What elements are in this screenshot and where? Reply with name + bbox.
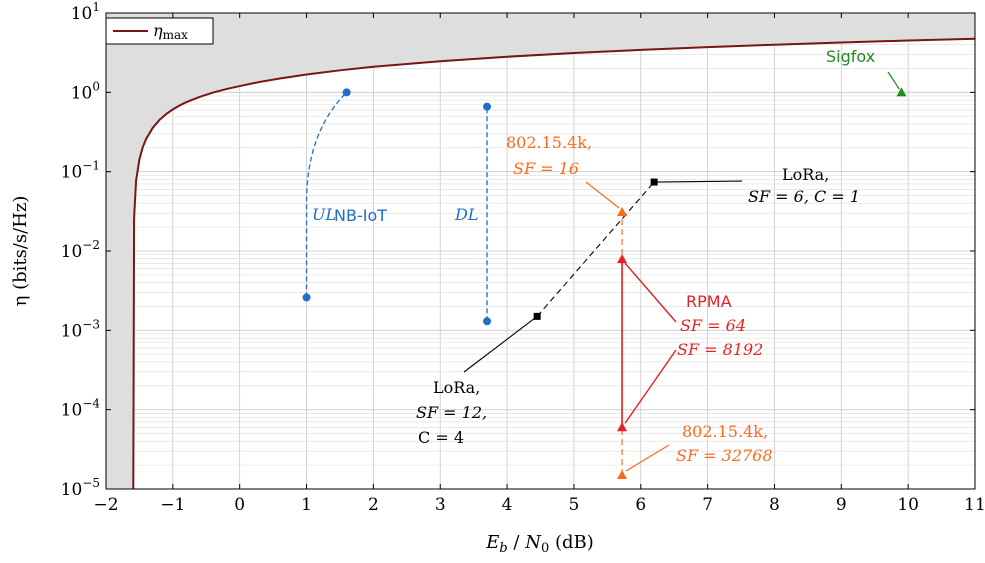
series-layer (132, 37, 976, 490)
sigfox-leader (887, 71, 900, 90)
sigfox-point (896, 87, 907, 97)
y-tick-label: 101 (71, 0, 100, 24)
annotation-ieee-bot-1: 802.15.4k, (682, 422, 768, 441)
annotation-ieee-bot-2: SF = 32768 (676, 446, 773, 465)
y-tick-label: 100 (71, 79, 100, 103)
x-tick-label: −2 (93, 495, 118, 515)
annotation-rpma-2: SF = 64 (680, 316, 746, 335)
x-tick-label: 8 (769, 495, 780, 515)
nbiot-ul-line (305, 91, 348, 298)
y-axis-title: η (bits/s/Hz) (10, 196, 31, 307)
annotation-sigfox: Sigfox (826, 47, 875, 66)
annotation-nbiot: NB-IoT (334, 206, 387, 225)
ieee-point (617, 207, 628, 217)
lora-bottom-leader (463, 315, 538, 373)
annotation-lora-top-2: SF = 6, C = 1 (748, 187, 860, 206)
lora-top-leader (654, 180, 743, 183)
nbiot-ul-point (302, 293, 311, 302)
x-tick-label: 2 (368, 495, 379, 515)
annotation-dl: DL (454, 205, 478, 224)
x-tick-label: 1 (301, 495, 312, 515)
x-tick-label: 6 (635, 495, 646, 515)
rpma-point (617, 422, 628, 432)
annotation-rpma-1: RPMA (686, 292, 732, 311)
rpma-bottom-leader (624, 349, 677, 424)
y-tick-label: 10−3 (61, 317, 100, 341)
annotation-ieee-top-1: 802.15.4k, (506, 133, 592, 152)
annotation-rpma-3: SF = 8192 (677, 340, 763, 359)
ieee-top-leader (585, 181, 620, 209)
nbiot-dl-point (483, 102, 492, 111)
lora-point (533, 312, 541, 320)
x-tick-label: −1 (160, 495, 185, 515)
ticks-layer: −2 −1 0 1 2 3 4 5 6 7 8 9 10 11 101 100 10−1 10−2 10−3 10−4… (61, 0, 985, 515)
annotation-lora-bot-3: C = 4 (418, 428, 464, 447)
x-tick-label: 5 (569, 495, 580, 515)
x-tick-label: 7 (702, 495, 713, 515)
y-tick-label: 10−2 (61, 238, 100, 262)
annotation-lora-top-1: LoRa, (782, 165, 829, 184)
annotation-lora-bot-2: SF = 12, (416, 403, 487, 422)
annotation-layer: NB-IoT UL DL Sigfox LoRa, SF = 6, C = 1 … (312, 47, 875, 465)
lora-line (536, 181, 655, 317)
y-tick-label: 10−4 (61, 397, 101, 421)
nbiot-ul-point (342, 88, 351, 97)
rpma-point (617, 254, 628, 264)
ieee-bottom-leader (625, 444, 670, 472)
annotation-lora-bot-1: LoRa, (433, 378, 480, 397)
x-tick-label: 4 (502, 495, 513, 515)
legend: ηmax (105, 17, 214, 45)
annotation-ieee-top-2: SF = 16 (513, 159, 579, 178)
x-tick-label: 9 (836, 495, 847, 515)
x-tick-label: 3 (435, 495, 446, 515)
series-eta-max (132, 37, 976, 490)
lora-point (650, 178, 658, 186)
unachievable-region (106, 13, 975, 489)
y-tick-label: 10−5 (61, 476, 100, 500)
markers-layer (302, 87, 907, 480)
unachievable-area (106, 13, 975, 489)
ieee-point (617, 470, 628, 480)
y-tick-label: 10−1 (61, 159, 100, 183)
annotation-ul: UL (312, 205, 336, 224)
x-tick-label: 0 (234, 495, 245, 515)
nbiot-dl-point (483, 317, 492, 326)
rpma-top-leader (624, 262, 677, 323)
legend-label: ηmax (153, 21, 188, 42)
x-tick-label: 10 (897, 495, 919, 515)
x-tick-label: 11 (964, 495, 985, 515)
x-axis-title: Eb / N0 (dB) (485, 532, 594, 556)
